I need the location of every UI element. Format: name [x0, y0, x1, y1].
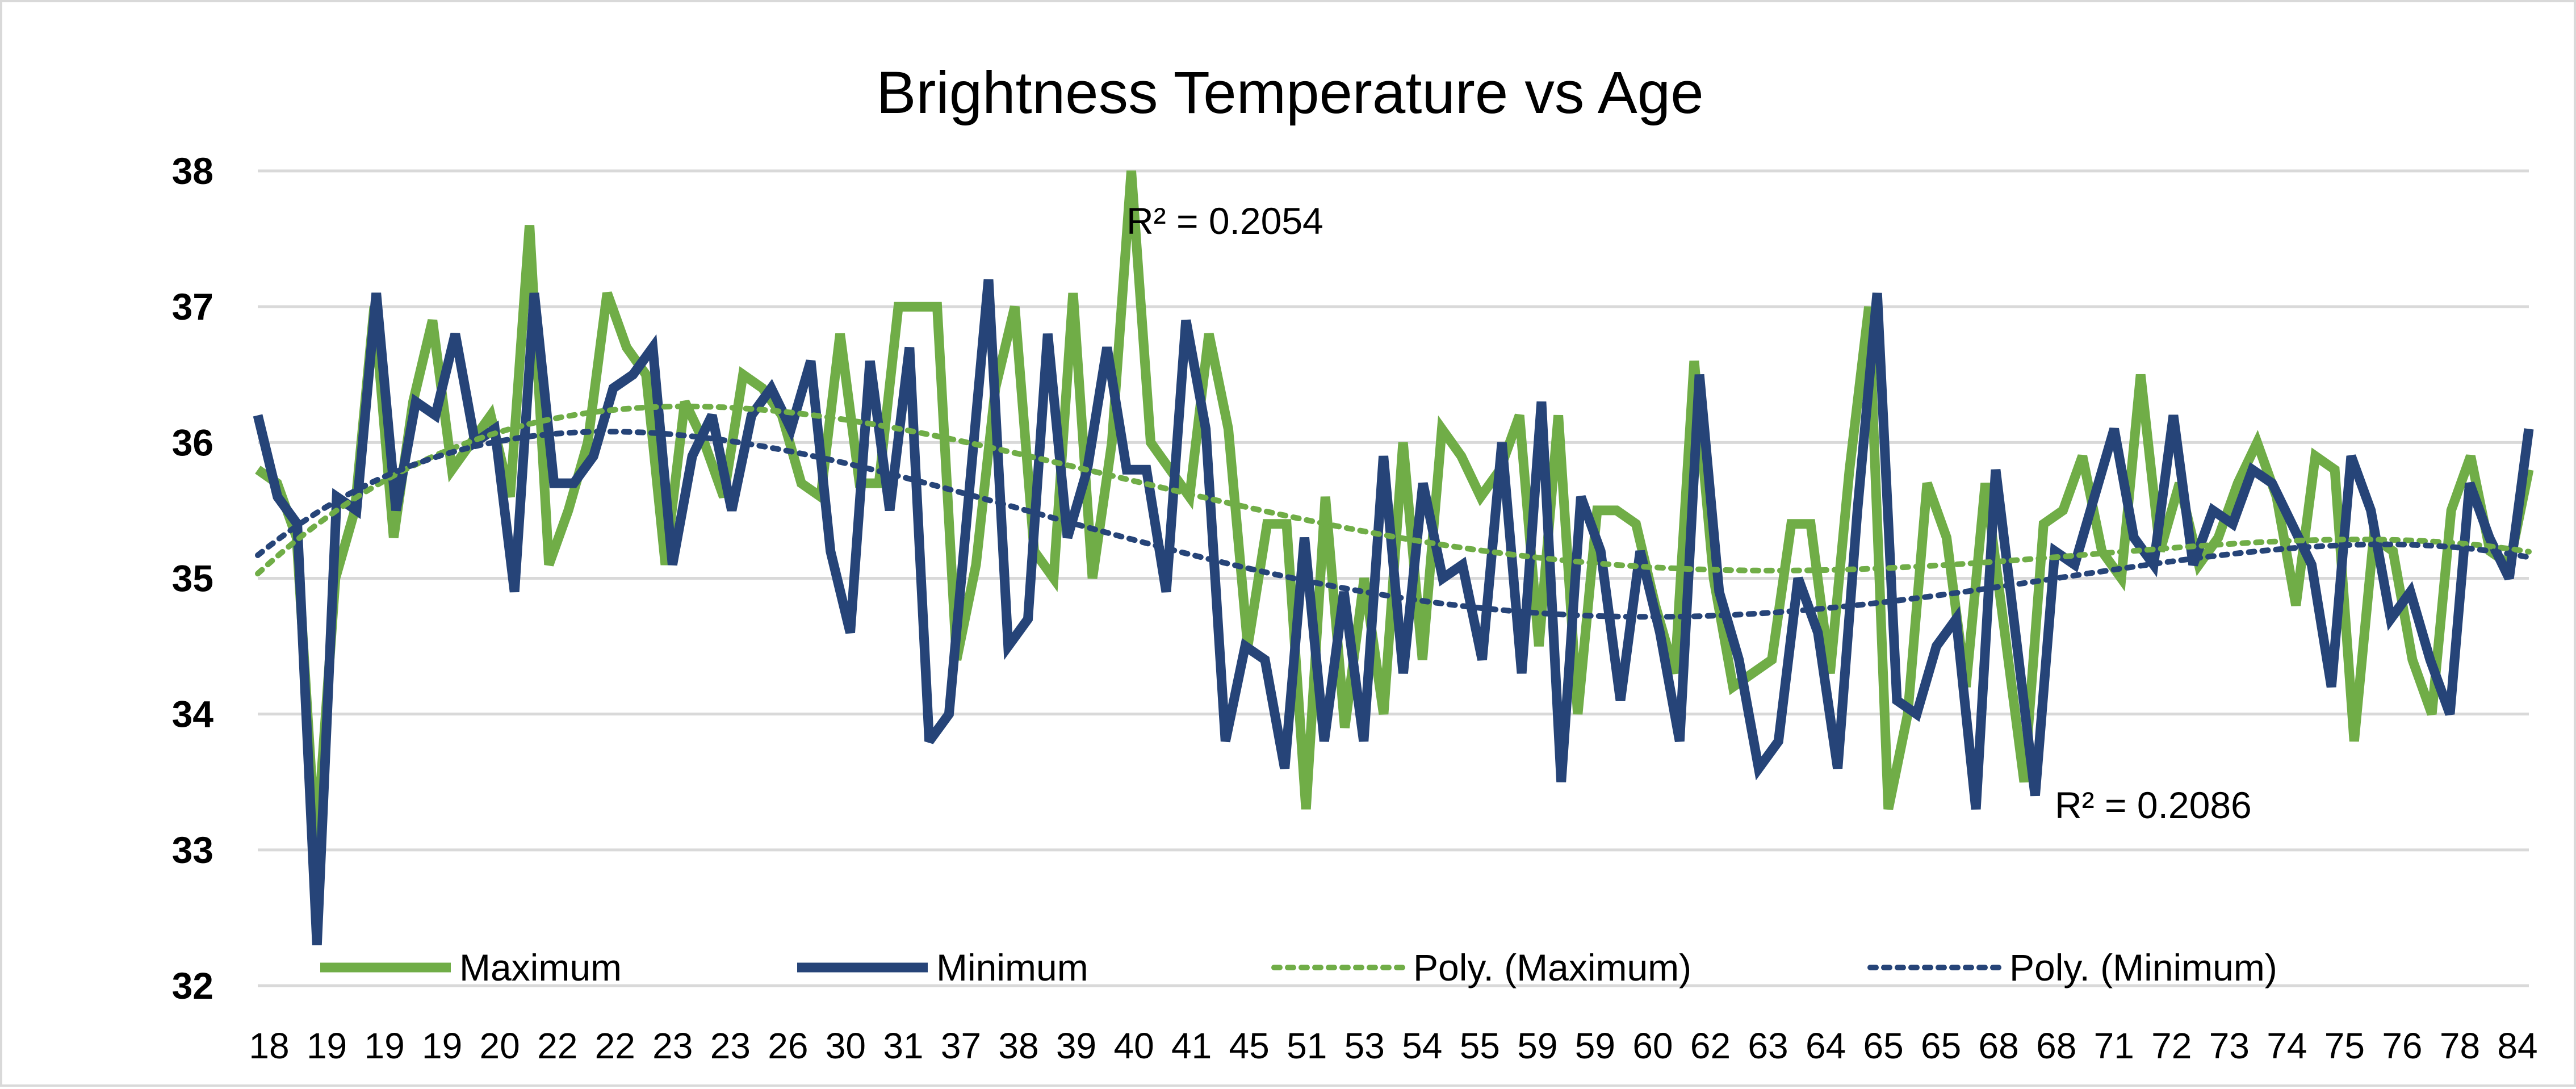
- y-tick-label: 38: [172, 150, 213, 192]
- x-tick-label: 19: [422, 1025, 462, 1066]
- x-tick-label: 39: [1056, 1025, 1096, 1066]
- x-tick-label: 18: [249, 1025, 289, 1066]
- x-tick-label: 55: [1460, 1025, 1500, 1066]
- x-tick-label: 40: [1113, 1025, 1154, 1066]
- x-tick-label: 74: [2267, 1025, 2307, 1066]
- x-tick-label: 20: [480, 1025, 520, 1066]
- x-tick-label: 75: [2324, 1025, 2365, 1066]
- x-tick-label: 65: [1863, 1025, 1903, 1066]
- x-tick-label: 22: [595, 1025, 635, 1066]
- y-tick-label: 34: [172, 693, 214, 735]
- x-tick-label: 45: [1229, 1025, 1270, 1066]
- x-tick-label: 23: [652, 1025, 693, 1066]
- y-tick-label: 37: [172, 286, 213, 328]
- x-tick-label: 68: [2036, 1025, 2076, 1066]
- x-tick-label: 73: [2209, 1025, 2250, 1066]
- x-tick-label: 30: [826, 1025, 866, 1066]
- x-tick-label: 68: [1979, 1025, 2019, 1066]
- y-tick-label: 32: [172, 965, 213, 1007]
- x-tick-label: 26: [768, 1025, 808, 1066]
- x-tick-label: 63: [1748, 1025, 1788, 1066]
- r-squared-minimum-label: R² = 0.2086: [2055, 784, 2252, 826]
- x-tick-label: 23: [710, 1025, 751, 1066]
- trend-lines: [255, 403, 2532, 620]
- x-tick-label: 19: [364, 1025, 404, 1066]
- x-tick-label: 59: [1517, 1025, 1557, 1066]
- chart-title: Brightness Temperature vs Age: [876, 60, 1703, 126]
- x-tick-label: 76: [2382, 1025, 2422, 1066]
- legend-label: Poly. (Maximum): [1413, 946, 1691, 989]
- x-tick-label: 22: [537, 1025, 577, 1066]
- y-tick-label: 33: [172, 829, 213, 871]
- legend-label: Maximum: [459, 946, 622, 989]
- y-axis-ticks: 32 33 34 35 36 37 38: [172, 150, 214, 1007]
- trendline-maximum: [255, 403, 2532, 577]
- x-tick-label: 53: [1344, 1025, 1385, 1066]
- x-tick-label: 37: [941, 1025, 981, 1066]
- y-tick-label: 35: [172, 558, 213, 600]
- x-tick-label: 71: [2094, 1025, 2134, 1066]
- x-tick-label: 59: [1575, 1025, 1615, 1066]
- series-lines: [253, 170, 2534, 945]
- legend-label: Minimum: [936, 946, 1088, 989]
- x-tick-label: 72: [2151, 1025, 2192, 1066]
- x-tick-label: 51: [1287, 1025, 1327, 1066]
- x-tick-label: 65: [1921, 1025, 1961, 1066]
- legend: Maximum Minimum Poly. (Maximum) Poly. (Mini…: [320, 946, 2277, 989]
- x-tick-label: 38: [998, 1025, 1038, 1066]
- x-tick-label: 84: [2497, 1025, 2537, 1066]
- series-line-minimum: [253, 279, 2534, 945]
- gridlines: [258, 169, 2529, 987]
- legend-label: Poly. (Minimum): [2009, 946, 2277, 989]
- x-tick-label: 64: [1806, 1025, 1846, 1066]
- x-tick-label: 41: [1171, 1025, 1212, 1066]
- x-tick-label: 19: [307, 1025, 347, 1066]
- trendline-minimum: [255, 429, 2532, 620]
- x-tick-label: 31: [883, 1025, 923, 1066]
- x-tick-label: 60: [1632, 1025, 1673, 1066]
- x-tick-label: 62: [1690, 1025, 1731, 1066]
- x-axis-ticks: 18 19 19 19 20 22 22 23 23 26 30 31 37 38 39 40 41 45 51 53…: [249, 1025, 2537, 1066]
- r-squared-maximum-label: R² = 0.2054: [1126, 200, 1323, 242]
- x-tick-label: 54: [1402, 1025, 1442, 1066]
- y-tick-label: 36: [172, 421, 213, 463]
- x-tick-label: 78: [2440, 1025, 2480, 1066]
